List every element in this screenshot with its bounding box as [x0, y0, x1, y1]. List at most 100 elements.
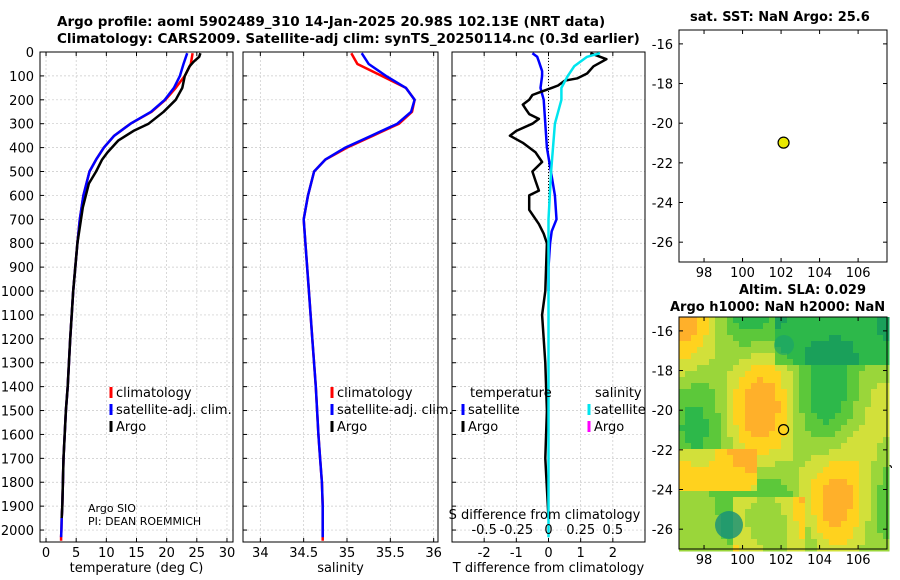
- sla-heatmap-cell: [709, 341, 716, 348]
- sla-heatmap-cell: [781, 455, 788, 462]
- sla-heatmap-cell: [841, 371, 848, 378]
- sla-heatmap-cell: [715, 491, 722, 498]
- sla-heatmap-cell: [703, 431, 710, 438]
- sla-heatmap-cell: [859, 455, 866, 462]
- sla-heatmap-cell: [739, 425, 746, 432]
- sla-heatmap-cell: [721, 401, 728, 408]
- figure-title-line1: Argo profile: aoml 5902489_310 14-Jan-20…: [57, 14, 606, 30]
- sla-heatmap-cell: [865, 413, 872, 420]
- sla-heatmap-cell: [811, 317, 818, 324]
- sla-heatmap-cell: [835, 323, 842, 330]
- sla-heatmap-cell: [763, 413, 770, 420]
- sla-heatmap-cell: [733, 341, 740, 348]
- sla-heatmap-cell: [799, 503, 806, 510]
- sla-heatmap-cell: [691, 377, 698, 384]
- sla-heatmap-cell: [727, 461, 734, 468]
- sla-heatmap-cell: [703, 371, 710, 378]
- sla-heatmap-cell: [877, 545, 884, 552]
- sla-heatmap-cell: [703, 515, 710, 522]
- sla-heatmap-cell: [829, 545, 836, 552]
- sla-heatmap-cell: [865, 485, 872, 492]
- sla-heatmap-cell: [757, 437, 764, 444]
- sla-heatmap-cell: [817, 509, 824, 516]
- sla-heatmap-cell: [727, 341, 734, 348]
- sla-heatmap-cell: [805, 497, 812, 504]
- sla-heatmap-cell: [679, 467, 686, 474]
- sla-heatmap-cell: [751, 365, 758, 372]
- sla-heatmap-cell: [865, 389, 872, 396]
- sla-heatmap-cell: [793, 377, 800, 384]
- sla-heatmap-cell: [805, 539, 812, 546]
- sla-heatmap-cell: [751, 449, 758, 456]
- sla-heatmap-cell: [847, 455, 854, 462]
- sla-heatmap-cell: [823, 515, 830, 522]
- sla-heatmap-cell: [697, 353, 704, 360]
- sla-heatmap-cell: [715, 365, 722, 372]
- sla-heatmap-cell: [757, 485, 764, 492]
- sla-heatmap-cell: [835, 377, 842, 384]
- sla-heatmap-cell: [763, 539, 770, 546]
- tdiff-legend-title: temperature: [470, 386, 552, 401]
- sla-heatmap-cell: [721, 437, 728, 444]
- sla-heatmap-cell: [739, 419, 746, 426]
- sla-heatmap-cell: [811, 383, 818, 390]
- sla-heatmap-cell: [829, 341, 836, 348]
- sla-heatmap-cell: [823, 467, 830, 474]
- sla-heatmap-cell: [721, 455, 728, 462]
- sla-heatmap-cell: [727, 455, 734, 462]
- sla-heatmap-cell: [745, 545, 752, 552]
- sla-heatmap-cell: [679, 521, 686, 528]
- sla-heatmap-cell: [697, 401, 704, 408]
- sla-heatmap-cell: [763, 401, 770, 408]
- sla-heatmap-cell: [805, 527, 812, 534]
- sla-heatmap-cell: [679, 497, 686, 504]
- sla-heatmap-cell: [781, 509, 788, 516]
- sla-heatmap-cell: [793, 509, 800, 516]
- sla-heatmap-cell: [685, 503, 692, 510]
- sla-heatmap-cell: [691, 521, 698, 528]
- sla-heatmap-cell: [745, 395, 752, 402]
- sla-heatmap-cell: [757, 533, 764, 540]
- sla-heatmap-cell: [697, 407, 704, 414]
- sla-heatmap-cell: [883, 515, 890, 522]
- sla-heatmap-cell: [829, 449, 836, 456]
- sla-heatmap-cell: [883, 377, 890, 384]
- sla-heatmap-cell: [877, 539, 884, 546]
- sla-heatmap-cell: [865, 533, 872, 540]
- sla-heatmap-cell: [877, 419, 884, 426]
- sla-heatmap-cell: [805, 509, 812, 516]
- sla-heatmap-cell: [739, 461, 746, 468]
- sla-heatmap-cell: [811, 425, 818, 432]
- sla-heatmap-cell: [769, 425, 776, 432]
- sla-heatmap-cell: [841, 473, 848, 480]
- sla-heatmap-cell: [847, 479, 854, 486]
- sla-heatmap-cell: [859, 347, 866, 354]
- sla-heatmap-cell: [721, 497, 728, 504]
- sla-heatmap-cells: [679, 317, 890, 552]
- sla-heatmap-cell: [829, 371, 836, 378]
- sla-heatmap-cell: [715, 389, 722, 396]
- sla-heatmap-cell: [865, 425, 872, 432]
- sla-heatmap-cell: [859, 491, 866, 498]
- sla-heatmap-cell: [877, 455, 884, 462]
- sla-heatmap-cell: [865, 341, 872, 348]
- sla-heatmap-cell: [727, 359, 734, 366]
- sla-heatmap-cell: [841, 437, 848, 444]
- sla-heatmap-cell: [847, 347, 854, 354]
- sla-heatmap-cell: [703, 395, 710, 402]
- sla-heatmap-cell: [691, 395, 698, 402]
- sla-heatmap-cell: [823, 455, 830, 462]
- sla-heatmap-cell: [829, 407, 836, 414]
- sla-heatmap-cell: [745, 383, 752, 390]
- sla-heatmap-cell: [715, 425, 722, 432]
- sla-heatmap-cell: [781, 449, 788, 456]
- sla-heatmap-cell: [817, 317, 824, 324]
- sla-heatmap-cell: [805, 377, 812, 384]
- sla-heatmap-cell: [763, 347, 770, 354]
- sla-heatmap-cell: [859, 515, 866, 522]
- sla-heatmap-cell: [793, 329, 800, 336]
- sla-heatmap-cell: [733, 347, 740, 354]
- sla-heatmap-cell: [811, 323, 818, 330]
- sla-heatmap-cell: [841, 395, 848, 402]
